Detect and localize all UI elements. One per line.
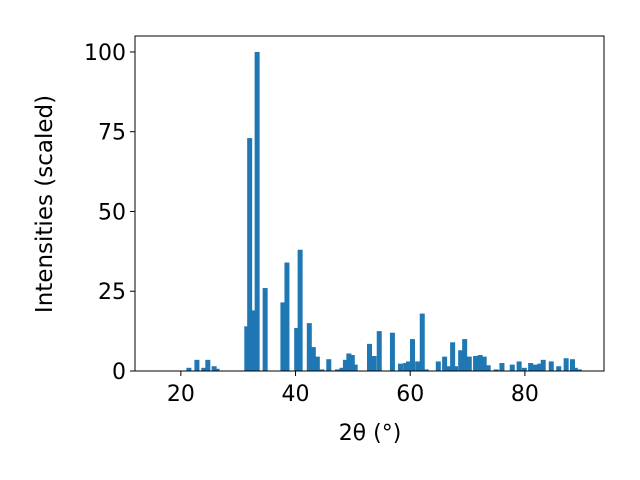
x-tick-label: 80	[511, 382, 539, 407]
bar	[352, 364, 358, 371]
bar	[254, 51, 260, 371]
bar	[548, 361, 554, 371]
bar	[250, 310, 256, 371]
y-axis-label: Intensities (scaled)	[32, 95, 58, 313]
bar	[569, 359, 575, 371]
bar	[556, 366, 562, 371]
bar	[367, 343, 372, 371]
bar	[284, 262, 290, 371]
bar	[485, 365, 491, 371]
bar	[540, 359, 546, 371]
x-tick-label: 60	[396, 382, 424, 407]
y-tick-label: 25	[98, 280, 126, 305]
bar	[310, 347, 316, 371]
plot-area	[186, 51, 582, 371]
bar	[349, 355, 355, 371]
x-axis-label: 2θ (°)	[339, 421, 402, 446]
y-tick-label: 50	[98, 200, 126, 225]
bar	[521, 367, 527, 371]
bar	[477, 355, 483, 371]
bar	[415, 361, 421, 371]
bar	[214, 368, 220, 371]
bar	[262, 288, 268, 371]
bar	[194, 359, 200, 371]
bar	[572, 367, 578, 371]
bar	[450, 342, 456, 371]
bar	[326, 359, 332, 371]
x-tick-label: 40	[282, 382, 310, 407]
bar	[419, 313, 425, 371]
y-tick-label: 75	[98, 121, 126, 146]
bar	[389, 332, 395, 371]
bar	[528, 363, 534, 371]
bar	[453, 366, 459, 371]
bar	[532, 364, 538, 371]
plot-frame	[134, 35, 605, 372]
bar	[294, 327, 300, 371]
bar	[499, 363, 505, 371]
bar	[201, 367, 207, 371]
bar	[563, 358, 569, 371]
bar	[576, 369, 582, 371]
bar	[516, 361, 522, 371]
bar	[473, 356, 479, 371]
bar	[346, 353, 352, 371]
bar	[397, 363, 403, 371]
bar	[466, 356, 472, 371]
y-tick-label: 100	[84, 41, 126, 66]
bar	[205, 359, 211, 371]
bar	[371, 356, 377, 371]
bar	[403, 363, 409, 371]
bar	[481, 356, 487, 371]
bar	[247, 138, 253, 371]
y-tick-label: 0	[112, 360, 126, 385]
bar	[244, 326, 250, 371]
bar	[405, 361, 411, 371]
bar	[509, 364, 515, 371]
bar	[342, 359, 348, 371]
bar	[186, 367, 192, 371]
bar	[493, 369, 499, 371]
bar	[211, 366, 217, 371]
bar	[537, 363, 543, 371]
bar	[376, 331, 382, 371]
bar	[462, 339, 468, 371]
bar	[314, 356, 320, 371]
bar	[446, 366, 452, 371]
x-tick-label: 20	[167, 382, 195, 407]
bar	[435, 361, 441, 371]
bar	[442, 356, 448, 371]
bar	[334, 369, 340, 371]
bar	[423, 369, 429, 371]
bar	[458, 350, 464, 371]
bar	[339, 367, 345, 371]
bar	[297, 249, 303, 371]
bar	[410, 339, 416, 371]
bar	[306, 323, 312, 371]
bar	[280, 302, 286, 371]
bar	[319, 369, 325, 371]
